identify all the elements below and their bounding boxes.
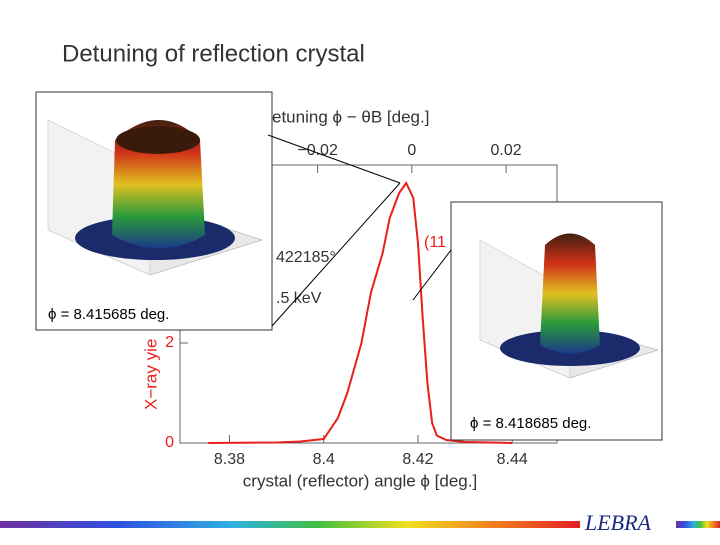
data-line [208, 181, 513, 444]
x-tick-label: 8.44 [497, 451, 528, 468]
slide-title: Detuning of reflection crystal [62, 40, 365, 67]
footer-bar [676, 521, 720, 528]
y-tick-label: 0 [165, 434, 174, 451]
x-tick-label: 8.4 [313, 451, 335, 468]
inset-2: ϕ = 8.418685 deg. [450, 201, 663, 441]
annotation: 422185° [276, 249, 336, 266]
y-tick-label: 2 [165, 334, 174, 351]
x2-axis-label: etuning ϕ − θB [deg.] [272, 107, 429, 126]
annotation: (11 [424, 234, 446, 251]
x-tick-label: 8.38 [214, 451, 245, 468]
footer-bar [0, 521, 580, 528]
x2-tick-label: 0 [407, 142, 416, 159]
inset-caption: ϕ = 8.418685 deg. [470, 415, 591, 432]
x-axis-label: crystal (reflector) angle ϕ [deg.] [243, 471, 477, 490]
x2-tick-label: 0.02 [491, 142, 522, 159]
connector [271, 182, 401, 327]
footer-logo: LEBRA [584, 510, 652, 535]
connector [412, 249, 452, 301]
x2-tick-label: −0.02 [297, 142, 338, 159]
inset-caption: ϕ = 8.415685 deg. [48, 306, 169, 323]
inset-1: ϕ = 8.415685 deg. [35, 91, 273, 331]
x-tick-label: 8.42 [402, 451, 433, 468]
y-axis-label: X−ray yie [141, 339, 160, 410]
connector [267, 134, 401, 184]
annotation: .5 keV [276, 290, 322, 307]
